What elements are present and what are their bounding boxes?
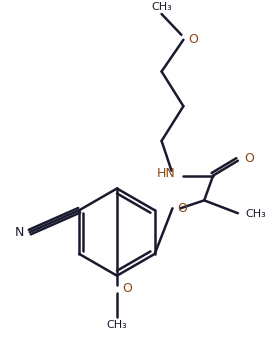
Text: HN: HN <box>157 167 175 180</box>
Text: CH₃: CH₃ <box>151 2 172 12</box>
Text: O: O <box>178 202 187 215</box>
Text: CH₃: CH₃ <box>107 320 127 330</box>
Text: CH₃: CH₃ <box>246 209 267 219</box>
Text: O: O <box>188 33 198 46</box>
Text: O: O <box>122 282 132 295</box>
Text: N: N <box>14 226 24 239</box>
Text: O: O <box>244 152 254 165</box>
